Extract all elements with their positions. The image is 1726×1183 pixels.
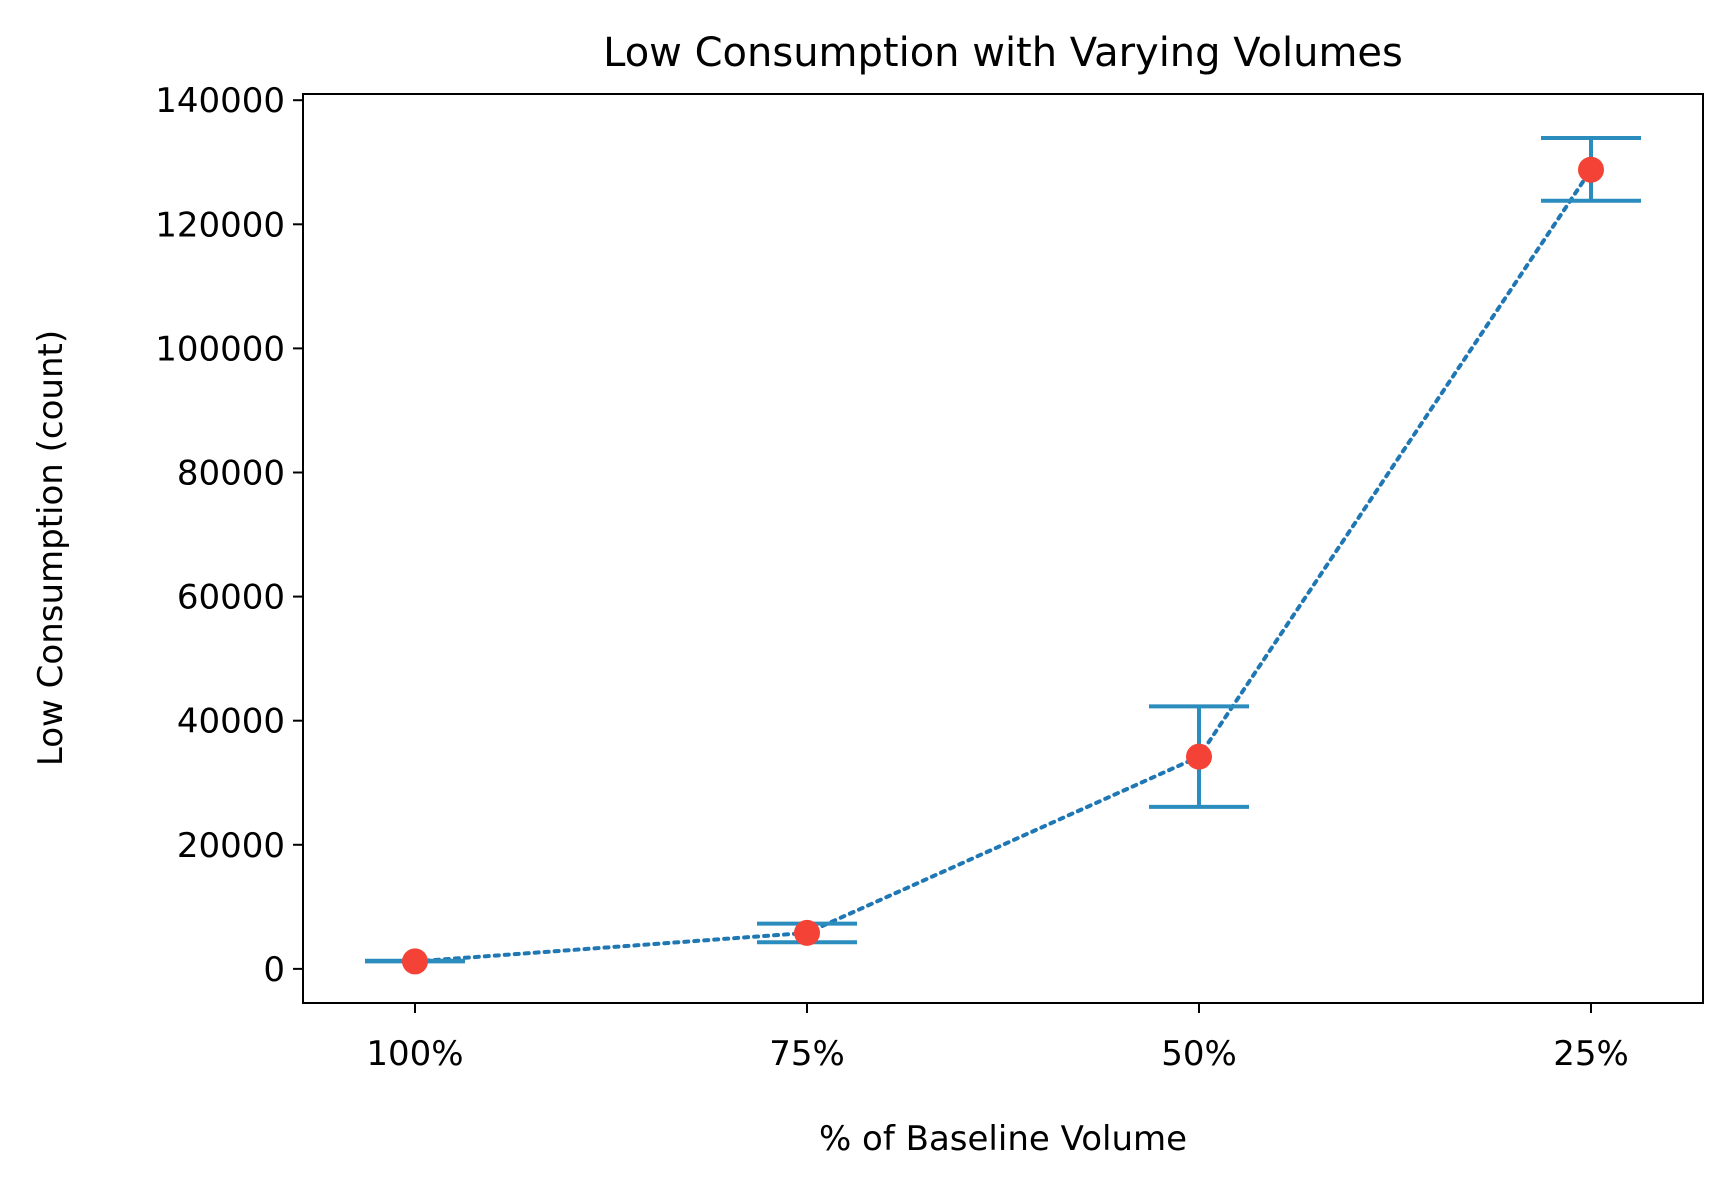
y-tick-label: 80000 <box>177 453 285 493</box>
y-tick-label: 120000 <box>155 205 285 245</box>
data-point <box>794 919 820 946</box>
data-point <box>1186 743 1212 770</box>
chart-title: Low Consumption with Varying Volumes <box>603 30 1403 76</box>
y-tick-label: 140000 <box>155 81 285 121</box>
data-point <box>1578 156 1604 183</box>
x-tick-label: 50% <box>1161 1034 1237 1074</box>
x-tick-label: 100% <box>366 1034 463 1074</box>
y-tick-label: 60000 <box>177 578 285 618</box>
x-axis-label: % of Baseline Volume <box>819 1119 1187 1159</box>
x-tick-label: 25% <box>1553 1034 1629 1074</box>
y-tick-label: 40000 <box>177 702 285 742</box>
x-tick-label: 75% <box>769 1034 845 1074</box>
plot-frame <box>302 93 1704 1004</box>
y-tick-label: 100000 <box>155 329 285 369</box>
y-tick-label: 0 <box>263 950 285 990</box>
series-line <box>413 167 1593 964</box>
x-axis: 100% 75% 50% 25% <box>366 1003 1629 1074</box>
data-point <box>402 948 428 975</box>
y-axis: 0 20000 40000 60000 80000 100000 120000 140000 <box>155 81 303 990</box>
y-tick-label: 20000 <box>177 826 285 866</box>
plot-area <box>365 136 1641 975</box>
y-axis-label: Low Consumption (count) <box>31 330 71 766</box>
